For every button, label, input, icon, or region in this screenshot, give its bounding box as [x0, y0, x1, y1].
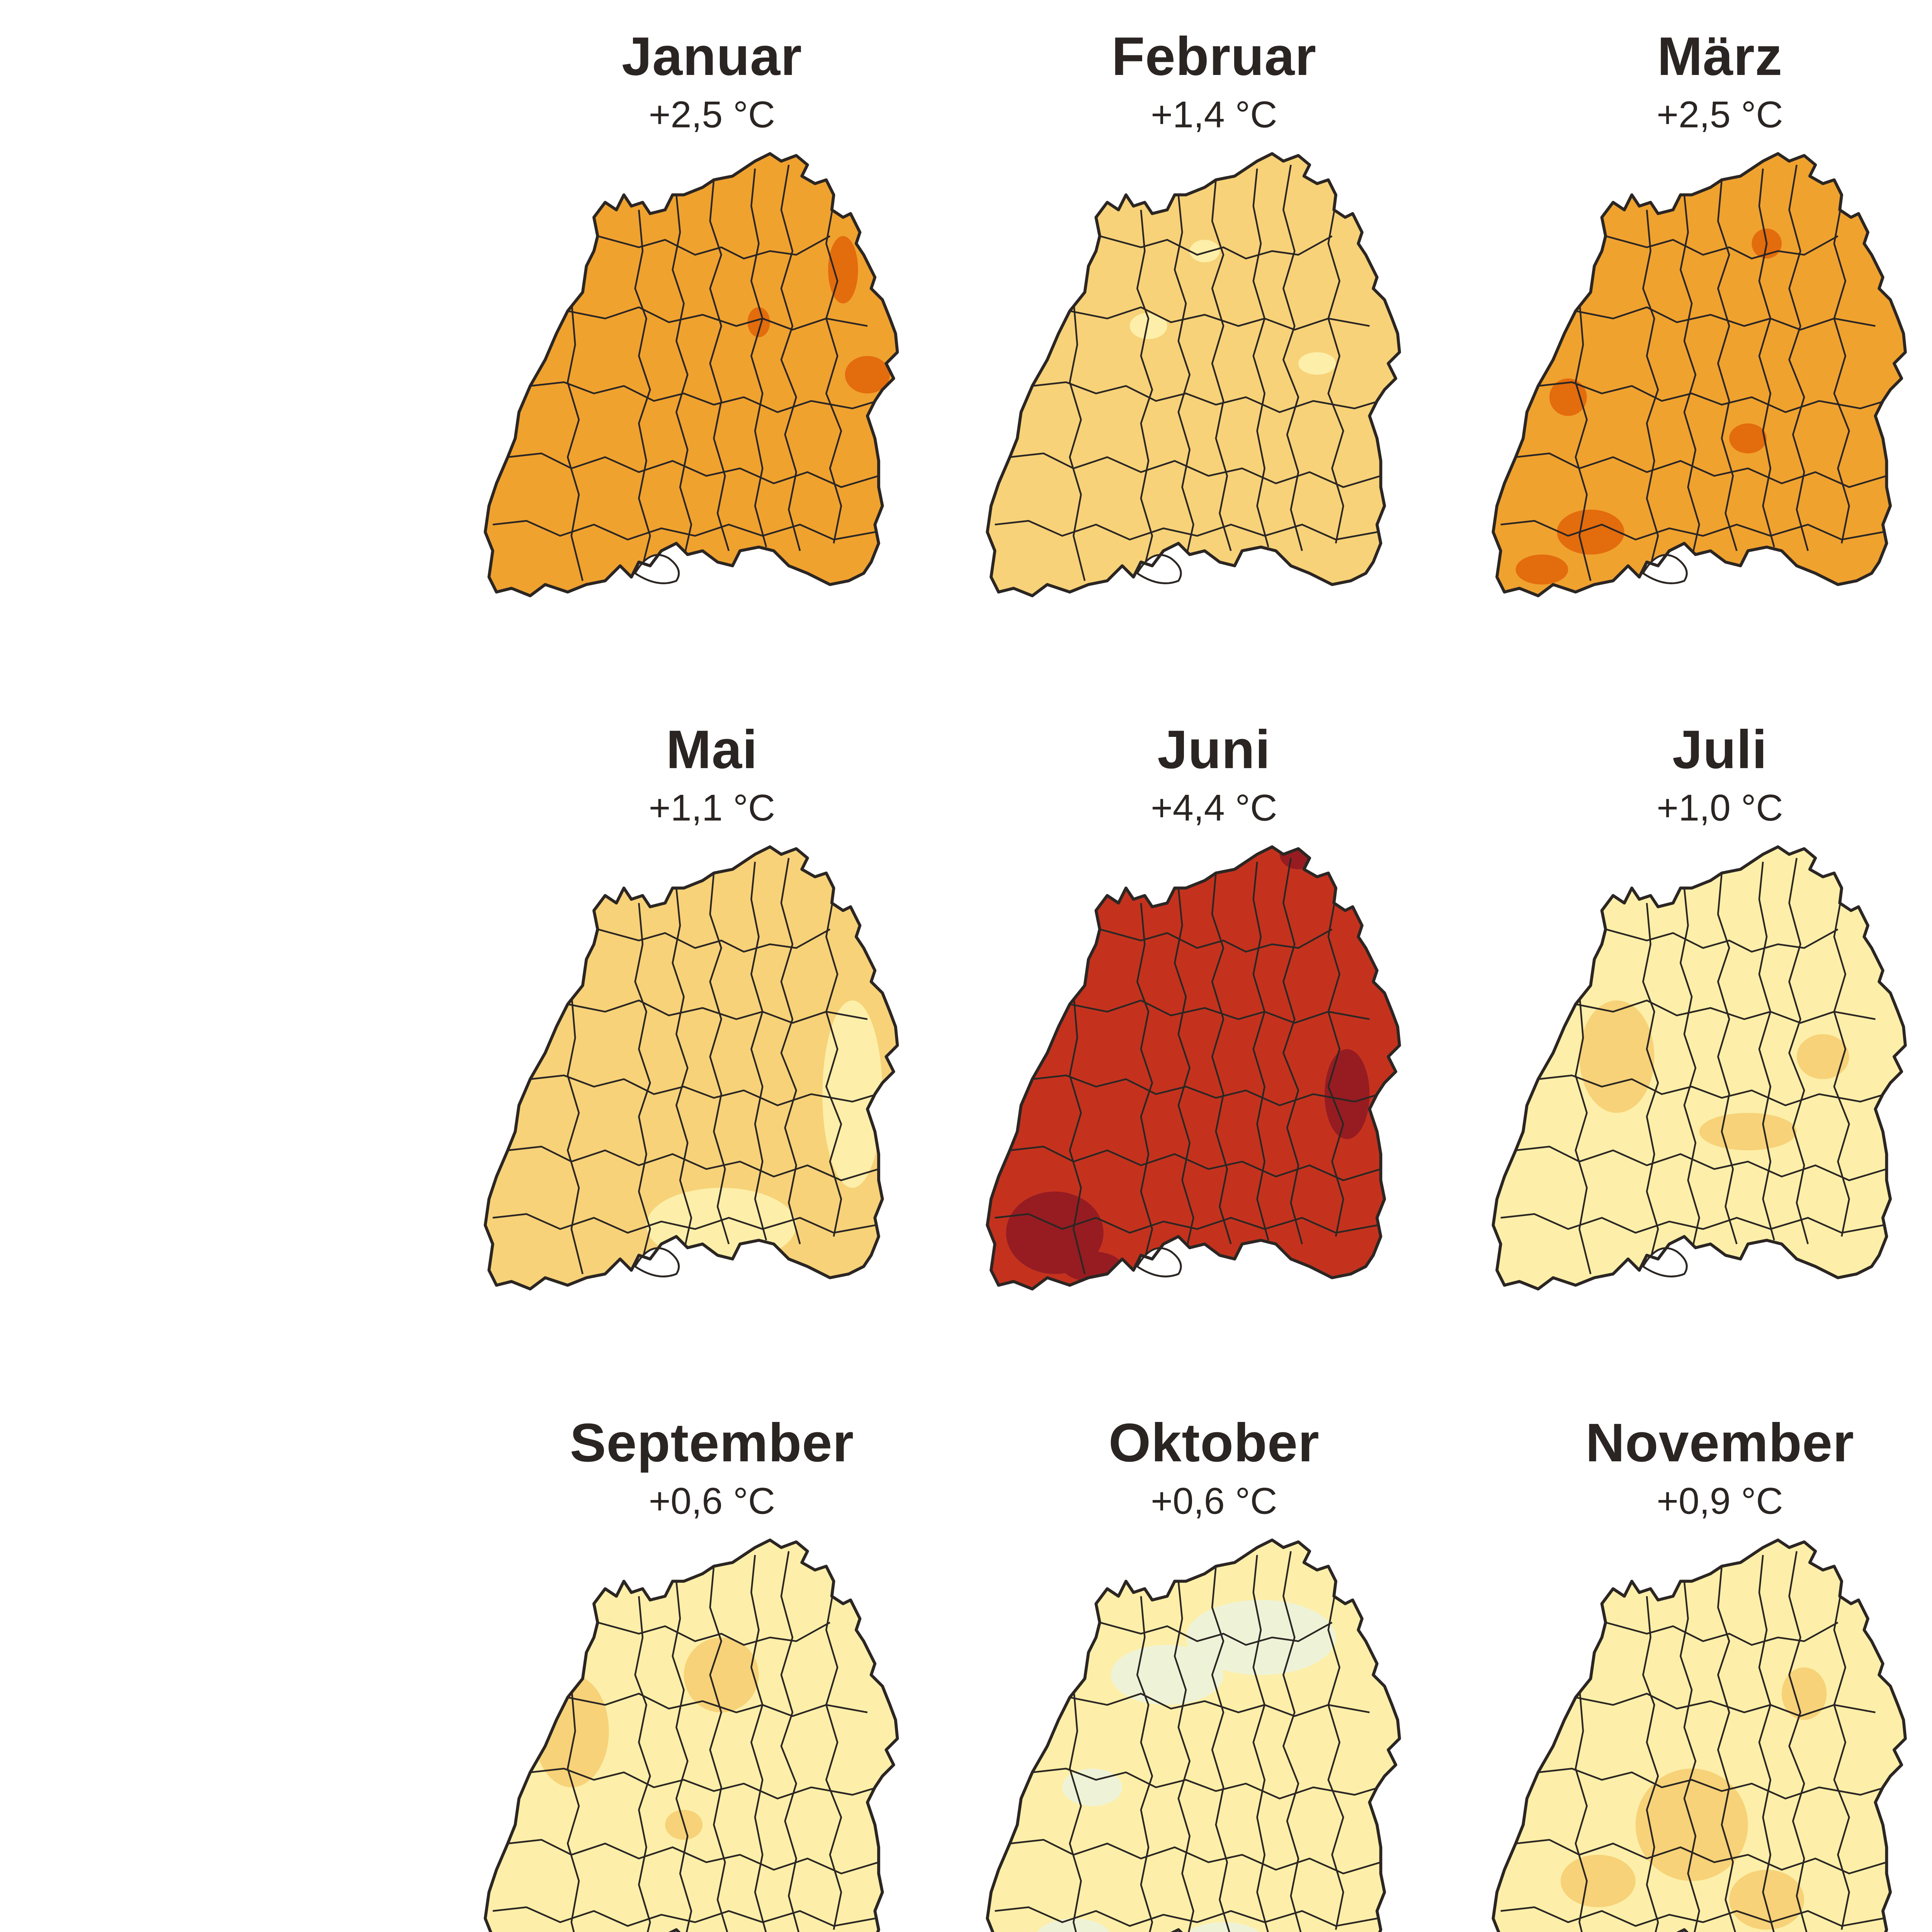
month-title: Februar [1111, 28, 1317, 88]
month-value: +2,5 °C [1656, 95, 1783, 137]
map-baden-wuerttemberg [1492, 1538, 1907, 1932]
month-panel-september: September +0,6 °C [459, 1413, 965, 1932]
month-panel-oktober: Oktober +0,6 °C [961, 1413, 1467, 1932]
month-panel-november: November +0,9 °C [1467, 1413, 1932, 1932]
month-title: Juni [1157, 721, 1271, 781]
map-baden-wuerttemberg [986, 152, 1401, 597]
month-panel-mai: Mai +1,1 °C [459, 719, 965, 1394]
month-value: +1,4 °C [1151, 95, 1277, 137]
month-panel-februar: Februar +1,4 °C [961, 26, 1467, 701]
month-title: März [1657, 28, 1783, 88]
month-panel-januar: Januar +2,5 °C [459, 26, 965, 701]
month-value: +2,5 °C [648, 95, 776, 137]
map-baden-wuerttemberg [483, 845, 899, 1291]
month-value: +0,6 °C [1151, 1482, 1277, 1523]
month-title: Januar [621, 28, 802, 88]
month-title: Mai [666, 721, 758, 781]
month-value: +1,1 °C [648, 789, 776, 830]
map-baden-wuerttemberg [1492, 845, 1907, 1291]
month-value: +0,6 °C [648, 1482, 776, 1523]
map-baden-wuerttemberg [483, 1538, 899, 1932]
month-panel-maerz: März +2,5 °C [1467, 26, 1932, 701]
map-baden-wuerttemberg [483, 152, 899, 597]
month-title: November [1585, 1414, 1854, 1475]
month-title: Juli [1672, 721, 1768, 781]
map-baden-wuerttemberg [986, 845, 1401, 1291]
map-baden-wuerttemberg [1492, 152, 1907, 597]
map-baden-wuerttemberg [986, 1538, 1401, 1932]
month-title: Oktober [1108, 1414, 1320, 1475]
month-value: +4,4 °C [1151, 789, 1277, 830]
month-title: September [570, 1414, 854, 1475]
month-panel-juli: Juli +1,0 °C [1467, 719, 1932, 1394]
month-panel-juni: Juni +4,4 °C [961, 719, 1467, 1394]
month-value: +1,0 °C [1656, 789, 1783, 830]
month-value: +0,9 °C [1656, 1482, 1783, 1523]
